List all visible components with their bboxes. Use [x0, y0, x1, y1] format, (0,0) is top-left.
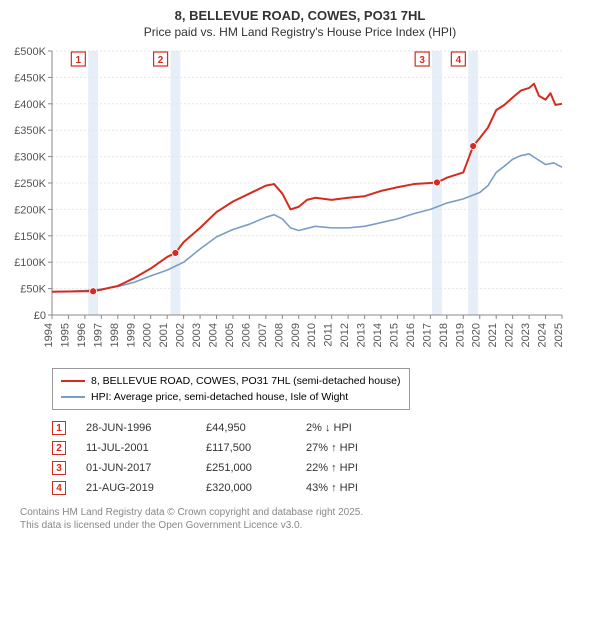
transaction-price: £251,000: [206, 462, 306, 474]
chart-area: £0 £50K £100K £150K £200K £250K £300K £350K £400…: [10, 45, 590, 360]
svg-text:2009: 2009: [290, 323, 302, 347]
attribution: Contains HM Land Registry data © Crown c…: [20, 506, 590, 532]
svg-text:2018: 2018: [438, 323, 450, 347]
transaction-marker: 4: [52, 481, 66, 495]
transaction-marker: 2: [52, 441, 66, 455]
svg-text:2001: 2001: [158, 323, 170, 347]
svg-text:£100K: £100K: [14, 257, 46, 269]
svg-text:£350K: £350K: [14, 125, 46, 137]
svg-text:£0: £0: [34, 310, 46, 322]
chart-subtitle: Price paid vs. HM Land Registry's House …: [10, 25, 590, 39]
svg-text:2025: 2025: [553, 323, 565, 347]
legend: 8, BELLEVUE ROAD, COWES, PO31 7HL (semi-…: [52, 368, 410, 410]
svg-text:2000: 2000: [142, 323, 154, 347]
svg-text:£450K: £450K: [14, 72, 46, 84]
svg-text:£400K: £400K: [14, 99, 46, 111]
legend-label-property: 8, BELLEVUE ROAD, COWES, PO31 7HL (semi-…: [91, 373, 401, 389]
transaction-row: 3 01-JUN-2017£251,00022% ↑ HPI: [52, 458, 590, 478]
svg-text:1998: 1998: [109, 323, 121, 347]
transactions-table: 128-JUN-1996£44,9502% ↓ HPI211-JUL-2001£…: [52, 418, 590, 498]
transaction-date: 21-AUG-2019: [86, 482, 206, 494]
transaction-row: 1 28-JUN-1996£44,9502% ↓ HPI: [52, 418, 590, 438]
transaction-delta: 43% ↑ HPI: [306, 482, 396, 494]
transaction-delta: 27% ↑ HPI: [306, 442, 396, 454]
legend-item-property: 8, BELLEVUE ROAD, COWES, PO31 7HL (semi-…: [61, 373, 401, 389]
transaction-price: £44,950: [206, 422, 306, 434]
svg-text:2010: 2010: [306, 323, 318, 347]
svg-text:2003: 2003: [191, 323, 203, 347]
legend-label-hpi: HPI: Average price, semi-detached house,…: [91, 389, 348, 405]
svg-text:2015: 2015: [388, 323, 400, 347]
svg-text:1995: 1995: [59, 323, 71, 347]
attribution-line1: Contains HM Land Registry data © Crown c…: [20, 506, 590, 519]
svg-text:£500K: £500K: [14, 46, 46, 58]
svg-text:4: 4: [456, 55, 462, 66]
svg-text:2021: 2021: [487, 323, 499, 347]
svg-text:2022: 2022: [504, 323, 516, 347]
svg-text:2013: 2013: [356, 323, 368, 347]
svg-text:2024: 2024: [537, 323, 549, 347]
svg-text:2005: 2005: [224, 323, 236, 347]
svg-text:2011: 2011: [323, 323, 335, 347]
legend-swatch-property: [61, 380, 85, 382]
svg-text:£250K: £250K: [14, 178, 46, 190]
transaction-delta: 2% ↓ HPI: [306, 422, 396, 434]
svg-text:2020: 2020: [471, 323, 483, 347]
svg-text:1: 1: [76, 55, 82, 66]
transaction-date: 11-JUL-2001: [86, 442, 206, 454]
svg-text:1997: 1997: [92, 323, 104, 347]
svg-text:2012: 2012: [339, 323, 351, 347]
svg-text:2004: 2004: [208, 323, 220, 347]
svg-text:3: 3: [419, 55, 425, 66]
transaction-date: 01-JUN-2017: [86, 462, 206, 474]
transaction-price: £117,500: [206, 442, 306, 454]
svg-text:2007: 2007: [257, 323, 269, 347]
chart-container: 8, BELLEVUE ROAD, COWES, PO31 7HL Price …: [0, 0, 600, 538]
svg-text:2002: 2002: [175, 323, 187, 347]
svg-text:2014: 2014: [372, 323, 384, 347]
svg-text:£200K: £200K: [14, 204, 46, 216]
attribution-line2: This data is licensed under the Open Gov…: [20, 519, 590, 532]
svg-text:2: 2: [158, 55, 164, 66]
legend-item-hpi: HPI: Average price, semi-detached house,…: [61, 389, 401, 405]
svg-text:£300K: £300K: [14, 152, 46, 164]
svg-text:2023: 2023: [520, 323, 532, 347]
svg-text:£150K: £150K: [14, 231, 46, 243]
svg-text:1999: 1999: [125, 323, 137, 347]
chart-svg: £0 £50K £100K £150K £200K £250K £300K £350K £400…: [10, 45, 570, 355]
transaction-date: 28-JUN-1996: [86, 422, 206, 434]
svg-text:2016: 2016: [405, 323, 417, 347]
svg-text:1996: 1996: [76, 323, 88, 347]
chart-title: 8, BELLEVUE ROAD, COWES, PO31 7HL: [10, 8, 590, 23]
svg-text:£50K: £50K: [20, 284, 46, 296]
legend-swatch-hpi: [61, 396, 85, 398]
transaction-row: 2 11-JUL-2001£117,50027% ↑ HPI: [52, 438, 590, 458]
transaction-marker: 3: [52, 461, 66, 475]
svg-text:1994: 1994: [43, 323, 55, 347]
svg-text:2006: 2006: [240, 323, 252, 347]
transaction-marker: 1: [52, 421, 66, 435]
svg-text:2019: 2019: [454, 323, 466, 347]
transaction-row: 4 21-AUG-2019£320,00043% ↑ HPI: [52, 478, 590, 498]
transaction-price: £320,000: [206, 482, 306, 494]
transaction-delta: 22% ↑ HPI: [306, 462, 396, 474]
svg-text:2008: 2008: [273, 323, 285, 347]
svg-text:2017: 2017: [421, 323, 433, 347]
